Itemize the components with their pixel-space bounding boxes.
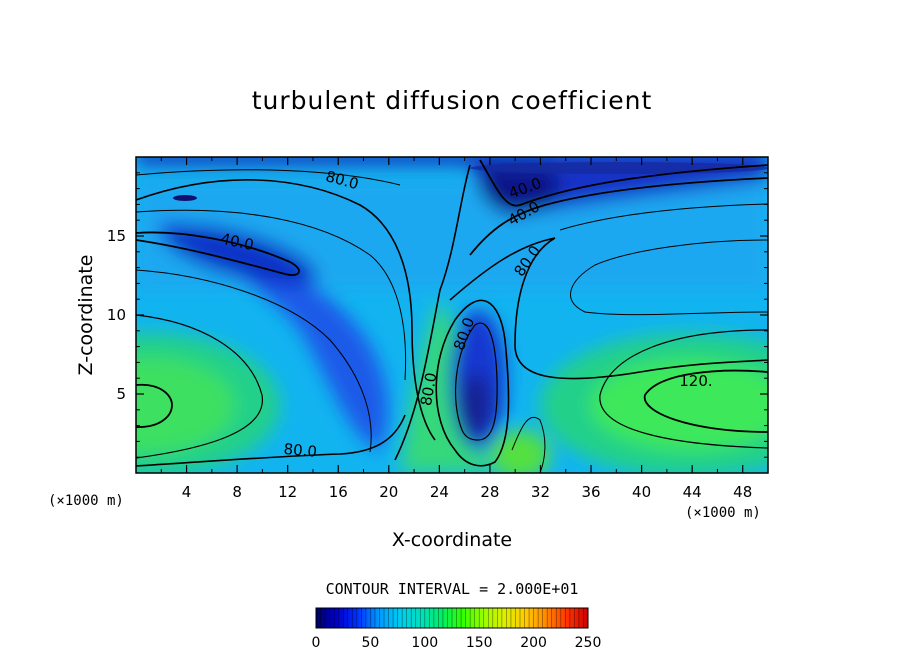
x-unit-right: (×1000 m) [685,505,761,521]
x-tick-label: 16 [329,483,348,501]
contour-60-right-upper [559,203,768,231]
y-axis-label: Z-coordinate [75,255,97,376]
contour-80-plume [394,164,471,461]
field-left-min [162,224,318,286]
contour-100-left [136,314,263,459]
x-unit-left: (×1000 m) [48,493,124,509]
chart-title: turbulent diffusion coefficient [251,86,653,115]
contour-80-center [435,299,510,467]
y-tick-label: 10 [107,306,126,324]
x-axis-label: X-coordinate [392,529,512,551]
field-left-spot [173,195,197,201]
contour-80-left-upper [136,179,436,441]
x-tick-label: 24 [430,483,449,501]
contour-60-upper [136,169,401,186]
y-axis: 5 10 15 [107,172,768,458]
contour-120-right [643,369,768,433]
contour-label: 80.0 [417,371,441,407]
contour-80-right [449,237,768,380]
contour-interval-text: CONTOUR INTERVAL = 2.000E+01 [326,580,579,598]
contour-thin-left-outer [136,209,407,381]
x-tick-label: 32 [531,483,550,501]
field-top-strip [136,157,768,166]
x-tick-label: 12 [278,483,297,501]
colorbar-ticks: 0 50 100 150 200 250 [312,635,602,651]
x-tick-label: 44 [683,483,702,501]
x-tick-label: 36 [581,483,600,501]
colorbar: 0 50 100 150 200 250 [312,607,602,651]
contour-100-right [599,329,768,449]
colorbar-stripes [320,608,584,628]
colorbar-tick-label: 0 [312,635,321,651]
color-field [136,157,768,473]
contour-label: 120. [679,372,712,390]
contour-40-topright-a [479,159,768,207]
colorbar-tick-label: 250 [575,635,602,651]
field-right-max-inner [590,359,768,451]
x-tick-label: 4 [182,483,192,501]
x-tick-label: 8 [232,483,242,501]
colorbar-tick-label: 150 [466,635,493,651]
colorbar-tick-label: 100 [411,635,438,651]
x-tick-label: 28 [480,483,499,501]
x-axis: 4 8 12 16 20 24 28 32 36 40 44 48 [160,157,752,501]
y-tick-label: 5 [116,385,126,403]
contour-thin-left-band [136,269,372,453]
contour-label: 80.0 [283,440,318,461]
contour-lines [136,159,768,473]
contour-40-left [136,231,300,276]
contour-thin-plume-right [511,417,546,473]
colorbar-tick-label: 50 [361,635,379,651]
colorbar-tick-label: 200 [520,635,547,651]
x-tick-label: 20 [379,483,398,501]
contour-60-center [454,322,498,441]
x-tick-label: 48 [733,483,752,501]
contour-40-topright-b [469,177,768,256]
contour-120-left [136,383,173,428]
x-tick-label: 40 [632,483,651,501]
field-center-core [459,373,491,437]
y-tick-label: 15 [107,227,126,245]
contour-80-left-lower [136,414,406,467]
contour-thin-right [570,239,768,316]
colorbar-frame [315,607,589,629]
field-left-max-inner [136,357,235,453]
